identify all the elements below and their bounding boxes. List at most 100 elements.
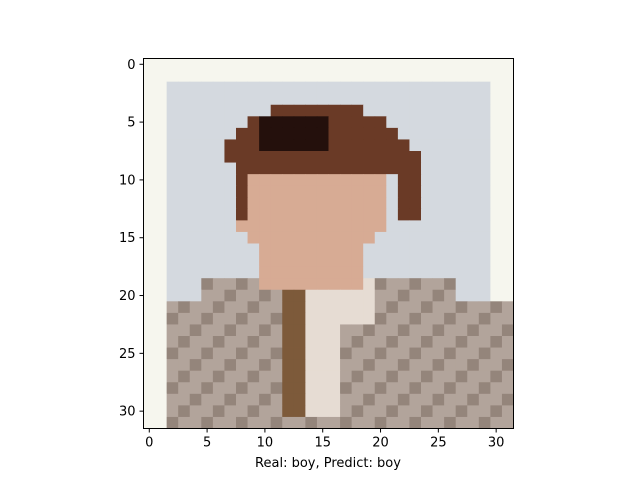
image-pixel <box>490 347 503 360</box>
image-pixel <box>455 405 468 418</box>
image-pixel <box>201 127 214 140</box>
image-pixel <box>421 220 433 233</box>
image-pixel <box>166 139 179 152</box>
image-pixel <box>409 185 422 198</box>
image-pixel <box>224 393 237 406</box>
image-pixel <box>293 127 306 140</box>
image-pixel <box>351 208 364 221</box>
image-pixel <box>432 151 445 163</box>
image-pixel <box>386 220 399 233</box>
image-pixel <box>478 185 491 198</box>
image-pixel <box>455 347 468 360</box>
image-pixel <box>397 301 410 314</box>
image-pixel <box>236 289 248 302</box>
image-pixel <box>293 185 306 198</box>
image-pixel <box>501 336 514 348</box>
image-pixel <box>293 231 306 244</box>
image-pixel <box>490 301 503 314</box>
image-pixel <box>282 116 295 129</box>
image-pixel <box>224 220 237 233</box>
image-pixel <box>432 139 445 152</box>
image-pixel <box>236 405 248 418</box>
image-pixel <box>397 93 410 106</box>
image-pixel <box>201 220 214 233</box>
image-pixel <box>409 208 422 221</box>
image-pixel <box>247 405 260 418</box>
image-pixel <box>444 359 457 372</box>
image-pixel <box>328 81 341 94</box>
image-pixel <box>340 382 353 395</box>
image-pixel <box>444 139 457 152</box>
image-pixel <box>305 127 318 140</box>
image-pixel <box>363 127 376 140</box>
image-pixel <box>409 393 422 406</box>
image-pixel <box>305 174 318 187</box>
image-pixel <box>305 266 318 279</box>
image-pixel <box>397 243 410 256</box>
image-pixel <box>374 174 387 187</box>
image-pixel <box>201 151 214 163</box>
image-pixel <box>386 81 399 94</box>
image-pixel <box>270 336 283 348</box>
image-pixel <box>455 208 468 221</box>
image-pixel <box>351 58 364 71</box>
image-pixel <box>478 347 491 360</box>
image-pixel <box>189 151 202 163</box>
image-pixel <box>490 81 503 94</box>
image-pixel <box>455 266 468 279</box>
image-pixel <box>467 289 480 302</box>
image-pixel <box>224 289 237 302</box>
image-pixel <box>224 93 237 106</box>
image-pixel <box>432 336 445 348</box>
image-pixel <box>409 324 422 337</box>
image-pixel <box>178 243 191 256</box>
image-pixel <box>282 58 295 71</box>
image-pixel <box>328 405 341 418</box>
image-pixel <box>201 162 214 175</box>
image-pixel <box>328 185 341 198</box>
image-pixel <box>444 382 457 395</box>
image-pixel <box>340 174 353 187</box>
image-pixel <box>166 231 179 244</box>
image-pixel <box>374 312 387 325</box>
image-pixel <box>178 70 191 83</box>
image-pixel <box>328 231 341 244</box>
image-pixel <box>490 336 503 348</box>
image-pixel <box>178 359 191 372</box>
image-pixel <box>478 243 491 256</box>
image-pixel <box>236 370 248 383</box>
image-pixel <box>212 116 225 129</box>
image-pixel <box>305 312 318 325</box>
image-pixel <box>305 278 318 291</box>
image-pixel <box>328 243 341 256</box>
image-pixel <box>143 208 156 221</box>
image-pixel <box>259 231 272 244</box>
image-pixel <box>247 93 260 106</box>
image-pixel <box>270 139 283 152</box>
image-pixel <box>247 58 260 71</box>
image-pixel <box>363 231 376 244</box>
image-pixel <box>363 266 376 279</box>
image-pixel <box>432 231 445 244</box>
image-pixel <box>224 278 237 291</box>
image-pixel <box>501 220 514 233</box>
image-pixel <box>201 359 214 372</box>
image-pixel <box>444 312 457 325</box>
image-pixel <box>247 243 260 256</box>
image-pixel <box>478 382 491 395</box>
image-pixel <box>212 382 225 395</box>
image-pixel <box>316 301 329 314</box>
image-pixel <box>374 405 387 418</box>
image-pixel <box>490 382 503 395</box>
image-pixel <box>166 416 179 429</box>
image-pixel <box>340 405 353 418</box>
image-pixel <box>270 220 283 233</box>
image-pixel <box>259 255 272 268</box>
image-pixel <box>478 151 491 163</box>
image-pixel <box>397 289 410 302</box>
image-pixel <box>178 127 191 140</box>
image-pixel <box>224 208 237 221</box>
image-pixel <box>351 174 364 187</box>
image-pixel <box>247 347 260 360</box>
image-pixel <box>247 266 260 279</box>
